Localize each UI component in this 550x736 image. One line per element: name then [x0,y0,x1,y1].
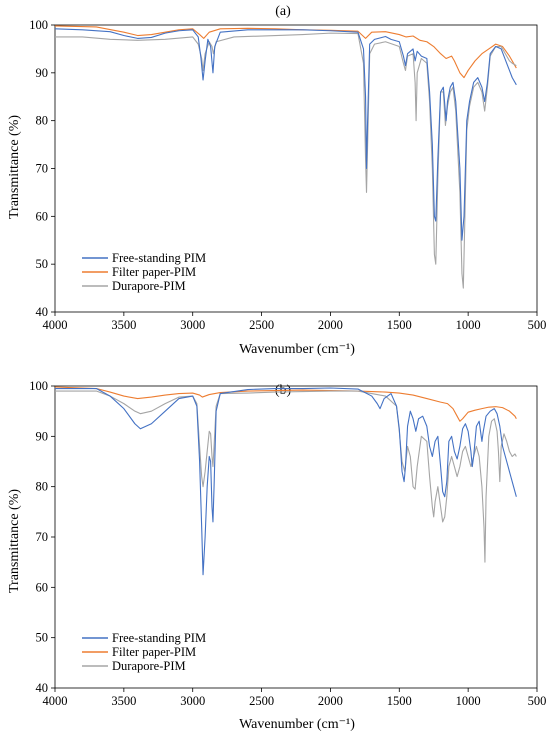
panel-b-y-tick-label: 50 [36,631,49,645]
panel-a-x-tick-label: 3000 [180,318,205,332]
panel-b-y-tick-label: 70 [36,530,49,544]
panel-a-series-line-filter-paper-pim [54,25,517,79]
panel-a-x-tick-label: 2500 [249,318,274,332]
panel-a-x-tick-label: 1000 [456,318,481,332]
panel-b-x-tick-label: 2500 [249,694,274,708]
panel-a-y-tick-label: 70 [36,162,49,176]
panel-a-y-tick-label: 90 [36,66,49,80]
panel-a-x-tick-label: 1500 [387,318,412,332]
panel-b-legend-label-durapore-pim: Durapore-PIM [112,659,186,673]
panel-b-y-tick-label: 100 [29,379,48,393]
panel-a-title: (a) [275,4,291,19]
panel-a: (a) 4000 3500 3000 2500 2000 1500 1000 500 40 50 6… [7,4,546,357]
panel-b-legend-label-filter-paper-pim: Filter paper-PIM [112,645,196,659]
panel-a-series-line-free-standing-pim [54,28,517,241]
panel-a-series-line-durapore-pim [55,32,517,289]
panel-b-series-line-free-standing-pim [55,387,517,576]
panel-a-y-tick-label: 50 [36,257,49,271]
panel-b-series-line-durapore-pim [55,390,517,563]
panel-a-series-group [54,25,517,289]
panel-a-legend-label-filter-paper-pim: Filter paper-PIM [112,265,196,279]
panel-a-y-tick-label: 40 [36,305,49,319]
panel-a-legend-label-free-standing-pim: Free-standing PIM [112,251,206,265]
panel-b-y-tick-label: 60 [36,580,49,594]
panel-b-x-tick-label: 3000 [180,694,205,708]
panel-b: (b) 4000 3500 3000 2500 2000 1500 1000 50040506… [7,379,546,732]
panel-b-x-tick-label: 500 [528,694,547,708]
panel-b-legend-label-free-standing-pim: Free-standing PIM [112,631,206,645]
panel-a-axes: 4000 3500 3000 2500 2000 1500 1000 500 40 50 60 70 8… [29,18,546,332]
panel-b-y-tick-label: 80 [36,480,49,494]
panel-b-y-axis-label: Transmittance (%) [7,489,22,593]
panel-b-x-tick-label: 1500 [387,694,412,708]
panel-a-x-tick-label: 3500 [111,318,136,332]
panel-b-x-axis-label: Wavenumber (cm⁻¹) [239,717,355,732]
panel-a-x-tick-label: 2000 [318,318,343,332]
panel-b-x-tick-label: 4000 [43,694,68,708]
panel-b-y-tick-label: 90 [36,429,49,443]
panel-b-x-tick-label: 2000 [318,694,343,708]
panel-a-y-tick-label: 100 [29,18,48,32]
panel-b-x-tick-label: 3500 [111,694,136,708]
panel-b-series-group [54,386,517,576]
panel-b-y-tick-label: 40 [36,681,49,695]
panel-b-series-line-filter-paper-pim [54,386,517,422]
panel-a-x-axis-label: Wavenumber (cm⁻¹) [239,342,355,357]
panel-a-legend-label-durapore-pim: Durapore-PIM [112,279,186,293]
panel-a-y-axis-label: Transmittance (%) [7,115,22,219]
panel-b-x-tick-label: 1000 [456,694,481,708]
panel-a-y-tick-label: 80 [36,114,49,128]
panel-a-x-tick-label: 4000 [43,318,68,332]
panel-a-x-tick-label: 500 [528,318,547,332]
panel-b-axes: 4000 3500 3000 2500 2000 1500 1000 500 40 50 60 70 8… [29,379,546,708]
panel-a-y-tick-label: 60 [36,209,49,223]
